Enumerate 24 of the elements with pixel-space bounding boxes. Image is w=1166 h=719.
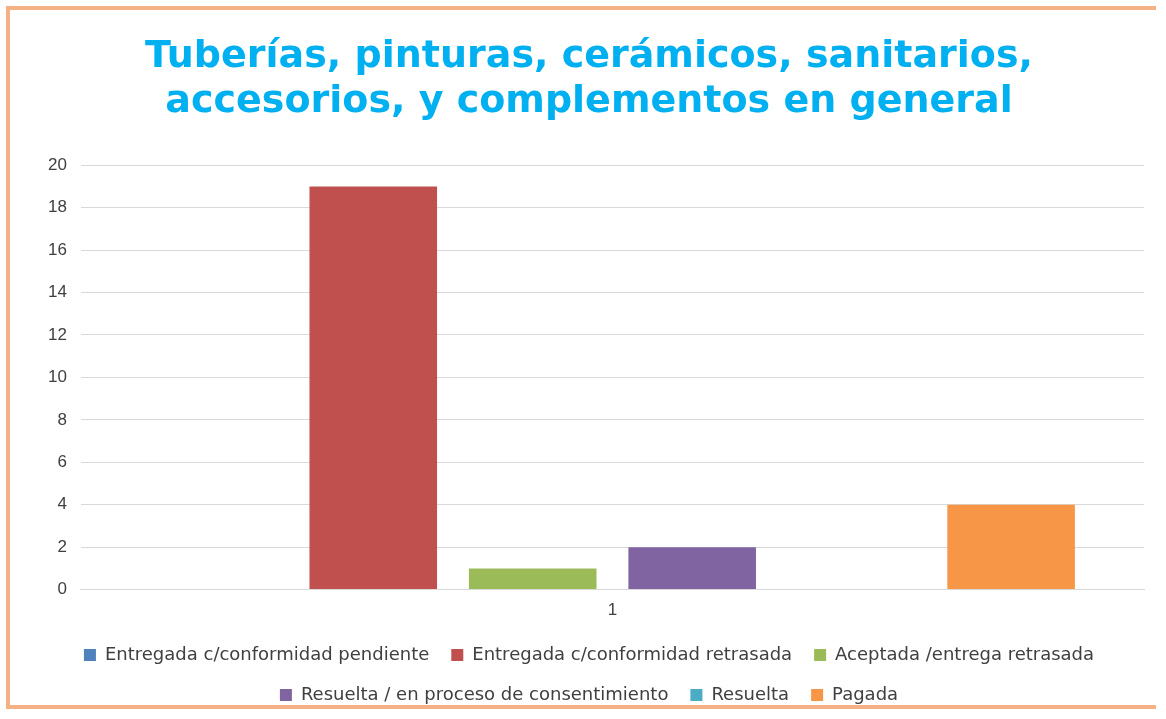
y-tick-label: 6 — [57, 451, 67, 471]
y-tick-label: 8 — [57, 409, 67, 429]
y-tick-label: 14 — [47, 282, 67, 302]
bar — [947, 504, 1075, 590]
y-tick-label: 4 — [57, 494, 67, 514]
text: Tuberías, pinturas, cerámicos, sanitarios, — [145, 31, 1033, 76]
legend-label: Resuelta — [711, 682, 790, 704]
legend-label: Pagada — [832, 682, 899, 704]
legend-label: Resuelta / en proceso de consentimiento — [300, 682, 669, 704]
y-tick-label: 20 — [47, 154, 67, 174]
bar — [628, 547, 756, 590]
y-tick-label: 12 — [47, 324, 67, 344]
y-tick-label: 0 — [57, 579, 67, 599]
y-tick-label: 16 — [47, 239, 67, 259]
legend-label: Entregada c/conformidad retrasada — [472, 642, 793, 664]
y-tick-label: 18 — [47, 197, 67, 217]
y-tick-label: 2 — [57, 536, 67, 556]
x-tick-label: 1 — [607, 600, 618, 620]
legend-label: Aceptada /entrega retrasada — [835, 642, 1095, 664]
text: accesorios, y complementos en general — [165, 77, 1013, 122]
bar — [468, 568, 597, 590]
legend-label: Entregada c/conformidad pendiente — [104, 642, 430, 664]
y-tick-label: 10 — [47, 367, 67, 387]
bar — [309, 186, 438, 590]
